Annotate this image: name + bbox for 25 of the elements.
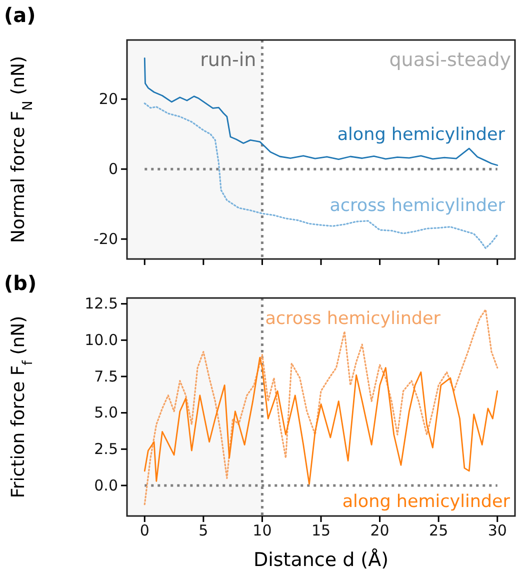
x-tick-label: 15 [311,522,331,540]
y-tick-label: 7.5 [94,367,118,386]
x-tick-label: 0 [140,522,150,540]
y-tick-label: 2.5 [94,440,118,458]
y-tick-label: 20 [98,90,118,108]
x-tick-label: 5 [198,522,208,540]
series-label: along hemicylinder [337,125,506,145]
annotation: quasi-steady [389,49,511,71]
y-tick-label: 12.5 [84,294,118,313]
y-tick-label: 5.0 [94,404,118,422]
y-tick-label: -20 [94,230,118,248]
x-tick-label: 20 [370,522,390,540]
series-label: along hemicylinder [342,492,511,512]
chart-title: (b) [4,271,37,295]
y-tick-label: 0.0 [94,476,118,494]
series-label: across hemicylinder [265,309,442,329]
x-tick-label: 10 [252,522,272,540]
chart-title: (a) [4,3,36,27]
x-tick-label: 25 [429,522,448,540]
x-axis-title: Distance d (Å) [253,548,389,571]
band-label: run-in [200,49,256,71]
series-label: across hemicylinder [330,196,506,216]
y-tick-label: 10.0 [84,330,118,349]
y-tick-label: 0 [108,160,118,178]
x-tick-label: 30 [488,522,507,540]
